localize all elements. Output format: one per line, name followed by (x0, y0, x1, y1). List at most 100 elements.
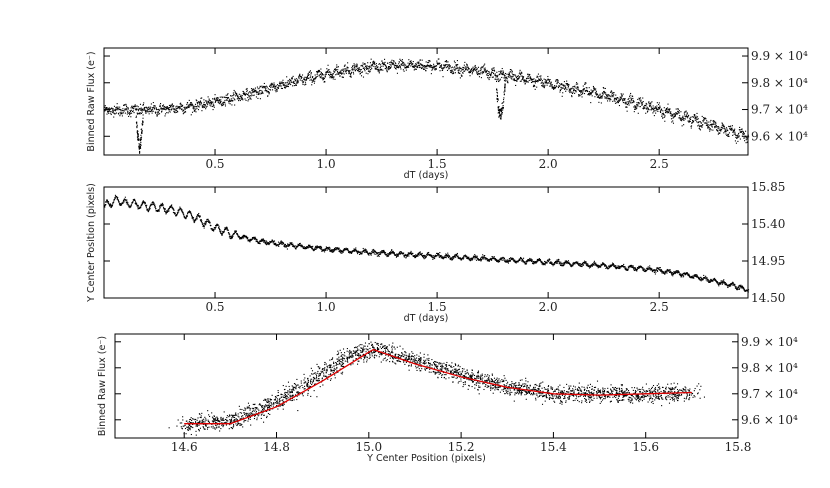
data-point (159, 113, 161, 115)
data-point (453, 67, 455, 69)
data-point (109, 203, 112, 205)
data-point (583, 88, 585, 91)
data-point (625, 101, 627, 103)
data-point (419, 59, 422, 61)
data-point (570, 266, 572, 268)
data-point (512, 258, 514, 260)
data-point (239, 238, 241, 240)
data-point (424, 65, 426, 68)
data-point (255, 89, 257, 91)
data-point (439, 66, 441, 68)
data-point (536, 76, 538, 78)
data-point (362, 62, 364, 64)
data-point (214, 228, 216, 230)
data-point (374, 63, 376, 66)
data-point (624, 99, 626, 101)
data-point (421, 67, 424, 69)
data-point (529, 74, 531, 76)
data-point (153, 105, 155, 107)
data-point (262, 238, 264, 240)
data-point (439, 70, 441, 72)
data-point (577, 261, 579, 263)
data-point (245, 93, 248, 95)
data-point (733, 131, 735, 133)
data-point (429, 60, 431, 62)
data-point (155, 111, 157, 113)
data-point (437, 254, 439, 256)
data-point (173, 108, 175, 110)
data-point (236, 98, 238, 100)
data-point (473, 67, 475, 69)
data-point (493, 256, 495, 258)
data-point (450, 70, 452, 72)
y-axis-label: Binned Raw Flux (e⁻) (86, 51, 97, 151)
data-point (228, 102, 230, 104)
data-point (195, 111, 197, 113)
data-point (174, 212, 176, 214)
data-point (706, 122, 708, 124)
data-point (356, 64, 358, 66)
data-point (439, 62, 441, 64)
data-point (191, 105, 193, 107)
data-point (351, 69, 353, 71)
data-point (445, 254, 448, 256)
data-point (180, 103, 182, 106)
data-point (425, 61, 427, 63)
data-point (141, 202, 143, 204)
data-point (139, 107, 141, 110)
data-point (404, 63, 406, 65)
data-point (722, 125, 724, 127)
data-point (318, 69, 320, 71)
data-point (626, 110, 628, 112)
data-point (301, 79, 303, 81)
data-point (337, 248, 340, 250)
data-point (562, 264, 564, 266)
data-point (298, 77, 300, 79)
data-point (569, 263, 571, 265)
data-point (424, 67, 426, 69)
data-point (713, 120, 715, 122)
data-point (230, 100, 232, 102)
data-point (329, 77, 331, 79)
data-point (686, 115, 688, 118)
data-point (183, 214, 185, 216)
data-point (208, 99, 210, 101)
data-point (434, 65, 436, 67)
data-point (667, 112, 670, 114)
data-point (496, 101, 498, 103)
data-point (348, 72, 350, 74)
data-point (163, 207, 165, 209)
data-point (656, 102, 658, 104)
data-point (162, 204, 164, 206)
data-point (196, 107, 198, 109)
data-point (512, 73, 514, 76)
data-point (704, 117, 706, 119)
data-point (356, 66, 358, 68)
data-point (680, 111, 682, 113)
data-point (450, 258, 452, 260)
data-point (244, 92, 246, 94)
data-point (353, 66, 355, 69)
data-point (570, 88, 572, 90)
data-point (139, 139, 141, 142)
data-point (352, 71, 354, 73)
data-point (272, 86, 274, 88)
data-point (666, 107, 669, 109)
data-point (585, 262, 587, 264)
data-point (341, 73, 343, 75)
data-point (231, 236, 233, 238)
data-point (541, 263, 543, 265)
data-point (140, 137, 142, 139)
data-point (336, 249, 338, 251)
data-point (434, 256, 436, 258)
data-point (405, 254, 407, 256)
data-point (745, 130, 747, 132)
data-point (398, 63, 400, 65)
data-point (597, 265, 599, 267)
data-point (604, 91, 606, 93)
data-point (599, 97, 601, 99)
data-point (252, 90, 255, 92)
data-point (587, 94, 589, 96)
data-point (328, 246, 330, 248)
data-point (377, 252, 379, 254)
